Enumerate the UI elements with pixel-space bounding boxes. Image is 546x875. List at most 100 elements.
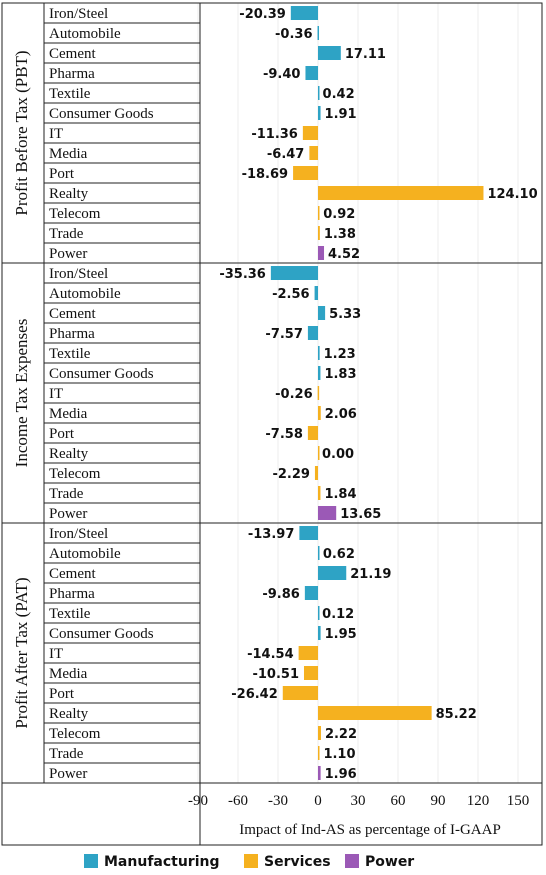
x-axis-label: Impact of Ind-AS as percentage of I-GAAP — [239, 822, 501, 838]
category-label: Power — [49, 506, 87, 522]
category-label: Pharma — [49, 66, 95, 82]
bar — [302, 126, 318, 140]
bar — [318, 206, 320, 220]
data-label: 124.10 — [487, 187, 537, 202]
x-tick-label: -60 — [228, 793, 248, 809]
category-label: Port — [49, 166, 75, 182]
x-tick-label: 60 — [391, 793, 406, 809]
grid-lines — [197, 3, 519, 783]
bar — [307, 426, 318, 440]
group-label: Profit Before Tax (PBT) — [12, 50, 31, 215]
category-label: Iron/Steel — [49, 6, 108, 22]
data-label: 1.10 — [323, 747, 355, 762]
data-label: 13.65 — [340, 507, 381, 522]
data-label: -7.58 — [265, 427, 302, 442]
category-label: Consumer Goods — [49, 106, 154, 122]
data-label: 2.22 — [325, 727, 357, 742]
data-label: 5.33 — [329, 307, 361, 322]
category-label: Trade — [49, 486, 84, 502]
data-label: 0.92 — [323, 207, 355, 222]
category-label: Consumer Goods — [49, 626, 154, 642]
category-label: Consumer Goods — [49, 366, 154, 382]
bars — [270, 6, 484, 780]
x-tick-label: 120 — [467, 793, 490, 809]
legend-label: Manufacturing — [104, 854, 220, 870]
data-label: 1.84 — [324, 487, 356, 502]
data-label: 4.52 — [328, 247, 360, 262]
data-label: -0.26 — [275, 387, 312, 402]
data-label: 1.95 — [325, 627, 357, 642]
bar — [314, 286, 318, 300]
outer-border — [1, 2, 543, 846]
category-label: Trade — [49, 226, 84, 242]
bar — [290, 6, 318, 20]
data-label: -18.69 — [242, 167, 289, 182]
category-label: IT — [49, 646, 63, 662]
bar — [318, 46, 341, 60]
data-label: 0.62 — [323, 547, 355, 562]
data-label: 1.23 — [324, 347, 356, 362]
category-label: Iron/Steel — [49, 526, 108, 542]
data-label: 1.96 — [325, 767, 357, 782]
bar — [318, 246, 325, 260]
x-tick-label: -30 — [268, 793, 288, 809]
data-label: -6.47 — [267, 147, 304, 162]
data-label: -0.36 — [275, 27, 312, 42]
category-label: Media — [49, 146, 88, 162]
bar — [318, 606, 320, 620]
bar — [318, 86, 320, 100]
legend: Manufacturing Services Power — [84, 854, 414, 870]
category-label: Textile — [49, 606, 91, 622]
legend-swatch — [84, 854, 98, 868]
category-label: Automobile — [49, 26, 121, 42]
category-label: Telecom — [49, 206, 101, 222]
x-tick-label: 150 — [507, 793, 530, 809]
data-label: 0.42 — [323, 87, 355, 102]
category-label: Realty — [49, 446, 89, 462]
category-label: Power — [49, 766, 87, 782]
data-label: -14.54 — [247, 647, 294, 662]
bar — [293, 166, 318, 180]
category-label: Media — [49, 666, 88, 682]
bar — [317, 386, 320, 400]
bar — [282, 686, 318, 700]
data-label: -9.40 — [263, 67, 300, 82]
category-label: Textile — [49, 346, 91, 362]
category-label: Iron/Steel — [49, 266, 108, 282]
category-label: Realty — [49, 706, 89, 722]
bar — [299, 526, 318, 540]
labels: Profit Before Tax (PBT) Iron/Steel -20.39 A… — [12, 6, 538, 838]
category-label: Telecom — [49, 466, 101, 482]
bar — [317, 26, 320, 40]
group-label: Profit After Tax (PAT) — [12, 577, 31, 728]
data-label: 0.12 — [322, 607, 354, 622]
bar — [303, 666, 318, 680]
data-label: 0.00 — [322, 447, 354, 462]
bar — [318, 766, 321, 780]
data-label: -26.42 — [231, 687, 278, 702]
bar — [318, 706, 432, 720]
bar — [304, 586, 318, 600]
bar — [298, 646, 318, 660]
category-label: IT — [49, 126, 63, 142]
bar — [318, 506, 337, 520]
category-label: Port — [49, 686, 75, 702]
bar — [318, 366, 321, 380]
bar — [270, 266, 318, 280]
bar — [309, 146, 318, 160]
category-label: Trade — [49, 746, 84, 762]
x-tick-label: 90 — [431, 793, 446, 809]
category-label: Pharma — [49, 326, 95, 342]
data-label: -11.36 — [251, 127, 298, 142]
bar — [318, 346, 320, 360]
data-label: 85.22 — [436, 707, 477, 722]
data-label: -7.57 — [265, 327, 302, 342]
bar — [318, 446, 320, 460]
data-label: -13.97 — [248, 527, 295, 542]
data-label: -10.51 — [252, 667, 299, 682]
category-label: Pharma — [49, 586, 95, 602]
legend-label: Services — [264, 854, 331, 870]
category-label: Textile — [49, 86, 91, 102]
bar — [318, 486, 321, 500]
data-label: -20.39 — [239, 7, 286, 22]
